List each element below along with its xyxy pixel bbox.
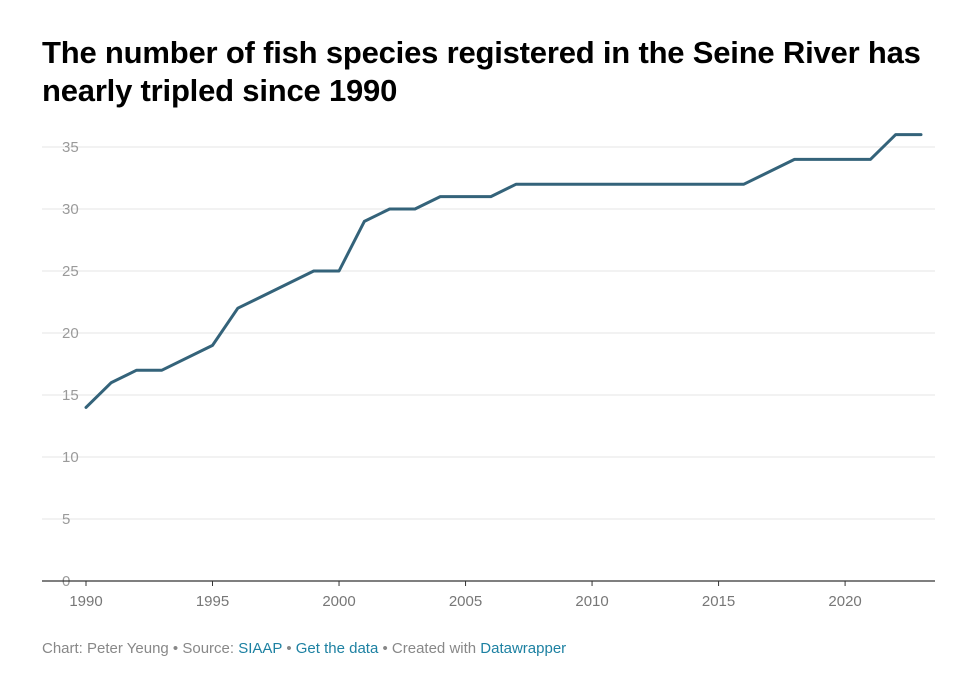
y-tick-label: 15 <box>62 387 79 404</box>
x-tick-label: 2000 <box>322 593 355 610</box>
y-tick-label: 35 <box>62 139 79 156</box>
get-data-link[interactable]: Get the data <box>295 640 379 657</box>
x-tick-label: 1995 <box>196 593 229 610</box>
footer-separator: • <box>378 640 392 657</box>
chart-title: The number of fish species registered in… <box>42 35 921 108</box>
x-tick-label: 1990 <box>69 593 102 610</box>
footer-separator: • <box>282 640 296 657</box>
datawrapper-link[interactable]: Datawrapper <box>480 640 567 657</box>
chart-credit: Chart: Peter Yeung <box>42 640 169 657</box>
x-tick-label: 2005 <box>449 593 482 610</box>
series-line <box>84 133 923 409</box>
created-with-label: Created with <box>391 640 481 657</box>
footer-separator: • <box>168 640 183 657</box>
x-tick-label: 2020 <box>828 593 861 610</box>
y-tick-label: 20 <box>62 325 79 342</box>
gridlines <box>42 146 935 520</box>
x-axis-ticks: 1990 1995 2000 2005 2010 2015 2020 <box>69 581 862 610</box>
series <box>84 133 923 409</box>
source-label: Source: <box>182 640 239 657</box>
y-tick-label: 30 <box>62 201 79 218</box>
y-tick-label: 10 <box>62 449 79 466</box>
source-link[interactable]: SIAAP <box>238 640 283 657</box>
x-tick-label: 2015 <box>702 593 735 610</box>
x-tick-label: 2010 <box>575 593 608 610</box>
chart-footer: Chart: Peter Yeung • Source: SIAAP • Get… <box>42 640 566 657</box>
y-tick-label: 5 <box>62 511 70 528</box>
y-tick-label: 25 <box>62 263 79 280</box>
